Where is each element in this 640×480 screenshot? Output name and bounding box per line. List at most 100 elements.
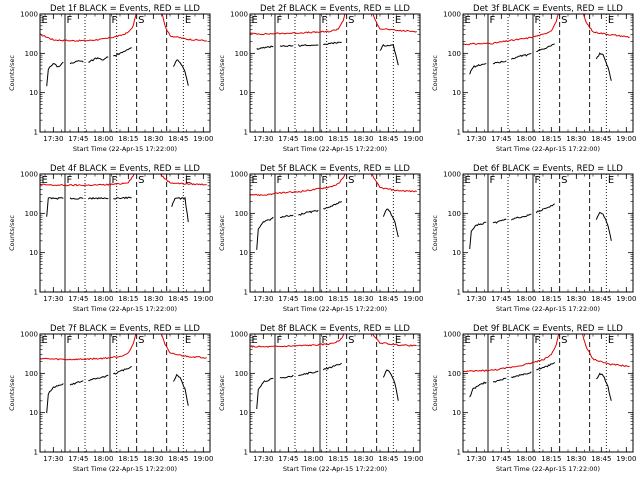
x-tick-label: 17:30 [253, 135, 273, 143]
y-tick-label: 1 [457, 449, 461, 457]
lld-series-line [250, 174, 417, 197]
events-series-line [46, 383, 64, 413]
y-tick-label: 10 [29, 249, 38, 257]
plot-frame [249, 333, 421, 453]
events-series-line [492, 377, 507, 383]
plot-frame [39, 333, 211, 453]
x-tick-label: 19:00 [403, 455, 423, 463]
events-series-line [113, 365, 132, 375]
x-tick-label: 18:45 [168, 295, 188, 303]
y-tick-label: 1 [34, 449, 38, 457]
marker-label: F [490, 15, 496, 26]
panel-title: Det 5f BLACK = Events, RED = LLD [260, 164, 410, 174]
events-series-line [172, 373, 189, 406]
panel-title: Det 3f BLACK = Events, RED = LLD [473, 4, 623, 14]
events-series-line [69, 197, 84, 200]
marker-label: E [395, 15, 401, 26]
y-tick-label: 1000 [230, 171, 248, 179]
events-series-line [88, 56, 109, 63]
events-series-line [469, 221, 487, 250]
x-tick-label: 18:15 [118, 135, 138, 143]
lld-series-line [250, 334, 417, 348]
events-series-line [69, 380, 84, 386]
marker-label: F [67, 335, 73, 346]
marker-label: E [252, 175, 258, 186]
events-series-line [323, 201, 342, 210]
events-series-line [595, 372, 612, 401]
x-tick-label: 18:30 [353, 295, 373, 303]
x-tick-label: 18:00 [516, 135, 536, 143]
marker-label: E [608, 335, 614, 346]
y-tick-label: 1 [457, 289, 461, 297]
x-tick-label: 17:45 [491, 295, 511, 303]
x-tick-label: 18:45 [591, 455, 611, 463]
x-tick-label: 18:00 [93, 135, 113, 143]
marker-label: F [277, 15, 283, 26]
lld-series-line [463, 334, 630, 373]
y-tick-label: 1 [457, 129, 461, 137]
y-axis-label: Counts/sec [218, 375, 226, 411]
x-tick-label: 18:15 [328, 135, 348, 143]
events-series-line [279, 374, 294, 379]
x-tick-label: 18:45 [378, 135, 398, 143]
marker-label: F [322, 15, 328, 26]
y-tick-label: 1 [244, 289, 248, 297]
panel-3: Det 3f BLACK = Events, RED = LLD Counts/s… [431, 4, 636, 153]
plot-frame [462, 333, 634, 453]
events-series-line [113, 47, 132, 57]
panel-6: Det 6f BLACK = Events, RED = LLD Counts/s… [431, 164, 636, 313]
events-series-line [595, 211, 612, 241]
x-tick-label: 18:30 [566, 135, 586, 143]
y-tick-label: 100 [448, 50, 461, 58]
events-series-line [279, 44, 294, 48]
marker-label: E [608, 15, 614, 26]
marker-label: E [42, 335, 48, 346]
marker-label: S [138, 15, 144, 26]
marker-label: F [535, 175, 541, 186]
events-series-line [172, 59, 189, 86]
x-tick-label: 18:30 [566, 295, 586, 303]
x-axis-label: Start Time (22-Apr-15 17:22:00) [496, 305, 600, 313]
panel-7: Det 7f BLACK = Events, RED = LLD Counts/s… [8, 324, 213, 473]
x-tick-label: 18:45 [168, 135, 188, 143]
x-tick-label: 18:00 [303, 455, 323, 463]
marker-label: S [561, 15, 567, 26]
plot-frame [462, 13, 634, 133]
x-tick-label: 18:00 [516, 455, 536, 463]
y-tick-label: 1 [244, 129, 248, 137]
x-tick-label: 19:00 [193, 135, 213, 143]
panel-title: Det 9f BLACK = Events, RED = LLD [473, 324, 623, 334]
x-tick-label: 19:00 [193, 455, 213, 463]
panel-2: Det 2f BLACK = Events, RED = LLD Counts/s… [218, 4, 423, 153]
panel-8: Det 8f BLACK = Events, RED = LLD Counts/s… [218, 324, 423, 473]
marker-label: E [465, 175, 471, 186]
panel-1: Det 1f BLACK = Events, RED = LLD Counts/s… [8, 4, 213, 153]
x-tick-label: 18:30 [353, 455, 373, 463]
marker-label: S [561, 175, 567, 186]
events-series-line [382, 208, 399, 238]
y-tick-label: 1000 [20, 171, 38, 179]
panel-title: Det 1f BLACK = Events, RED = LLD [50, 4, 200, 14]
y-tick-label: 1 [34, 289, 38, 297]
plot-frame [462, 173, 634, 293]
events-series-line [510, 52, 532, 60]
events-series-line [46, 197, 64, 217]
marker-label: S [138, 175, 144, 186]
events-series-line [379, 43, 399, 66]
panel-4: Det 4f BLACK = Events, RED = LLD Counts/s… [8, 164, 213, 313]
y-axis-label: Counts/sec [431, 215, 439, 251]
marker-label: S [348, 175, 354, 186]
panel-9: Det 9f BLACK = Events, RED = LLD Counts/s… [431, 324, 636, 473]
marker-label: E [395, 335, 401, 346]
marker-label: F [67, 175, 73, 186]
y-tick-label: 1000 [443, 331, 461, 339]
marker-label: F [535, 335, 541, 346]
events-series-line [256, 45, 274, 51]
marker-label: E [42, 175, 48, 186]
x-tick-label: 18:15 [118, 295, 138, 303]
x-tick-label: 17:45 [278, 135, 298, 143]
y-tick-label: 1 [244, 449, 248, 457]
events-series-line [87, 196, 109, 200]
events-series-line [256, 216, 274, 250]
